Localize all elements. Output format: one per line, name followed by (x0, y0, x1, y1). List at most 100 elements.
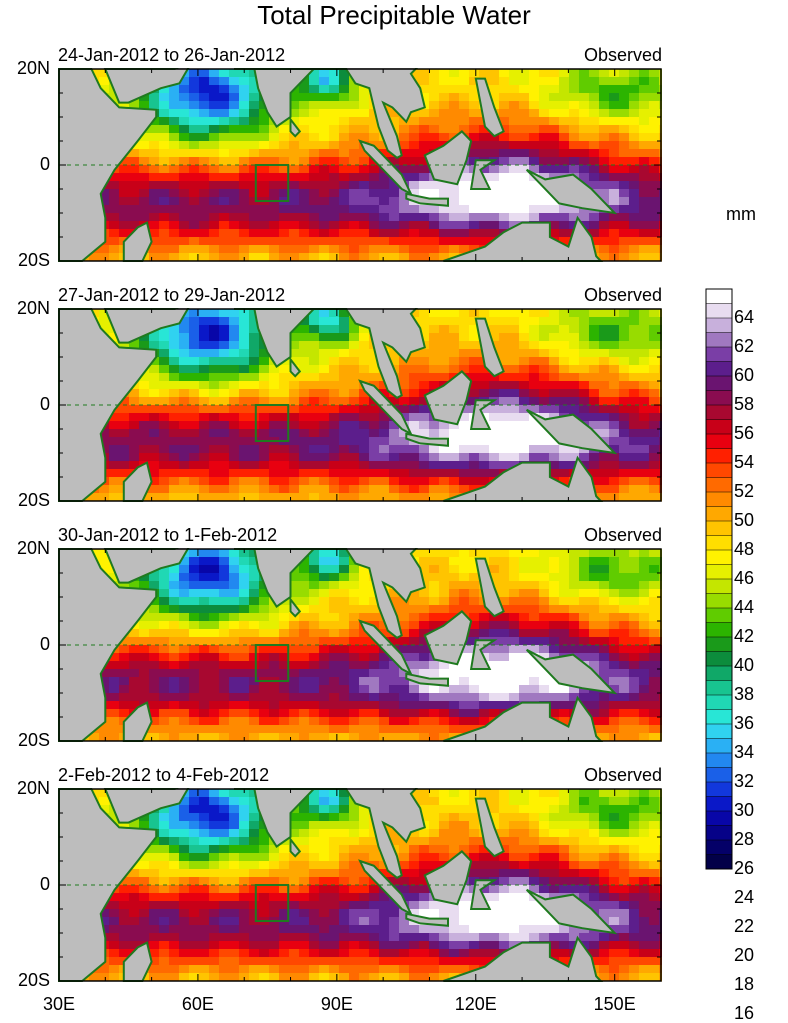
colorbar-segment (706, 710, 732, 725)
lat-tick-label: 20S (0, 490, 50, 510)
precipitable-water-map (58, 788, 662, 982)
colorbar (705, 288, 733, 870)
lat-tick-label: 20S (0, 730, 50, 750)
lat-tick-label: 0 (0, 634, 50, 654)
lat-tick-label: 20N (0, 778, 50, 798)
colorbar-tick-label: 50 (734, 511, 754, 529)
colorbar-segment (706, 521, 732, 536)
colorbar-segment (706, 826, 732, 841)
precipitable-water-map (58, 548, 662, 742)
lon-tick-label: 150E (585, 994, 645, 1014)
colorbar-segment (706, 536, 732, 551)
lon-tick-label: 60E (168, 994, 228, 1014)
colorbar-segment (706, 304, 732, 319)
colorbar-segment (706, 695, 732, 710)
colorbar-tick-label: 30 (734, 801, 754, 819)
colorbar-tick-label: 38 (734, 685, 754, 703)
colorbar-segment (706, 724, 732, 739)
colorbar-segment (706, 347, 732, 362)
colorbar-tick-label: 20 (734, 946, 754, 964)
colorbar-segment (706, 811, 732, 826)
lat-tick-label: 20S (0, 970, 50, 990)
colorbar-tick-label: 48 (734, 540, 754, 558)
lon-tick-label: 120E (446, 994, 506, 1014)
colorbar-segment (706, 550, 732, 565)
lat-tick-label: 0 (0, 874, 50, 894)
colorbar-segment (706, 362, 732, 377)
colorbar-tick-label: 26 (734, 859, 754, 877)
panel-source-label: Observed (584, 284, 662, 306)
panel-date-range: 30-Jan-2012 to 1-Feb-2012 (58, 524, 277, 546)
colorbar-tick-label: 52 (734, 482, 754, 500)
colorbar-segment (706, 565, 732, 580)
lat-tick-label: 0 (0, 394, 50, 414)
colorbar-tick-label: 24 (734, 888, 754, 906)
lat-tick-label: 20S (0, 250, 50, 270)
colorbar-segment (706, 492, 732, 507)
colorbar-tick-label: 36 (734, 714, 754, 732)
lat-tick-label: 20N (0, 298, 50, 318)
colorbar-segment (706, 449, 732, 464)
lat-tick-label: 0 (0, 154, 50, 174)
colorbar-segment (706, 463, 732, 478)
colorbar-segment (706, 840, 732, 855)
colorbar-segment (706, 434, 732, 449)
panel-date-range: 27-Jan-2012 to 29-Jan-2012 (58, 284, 285, 306)
colorbar-segment (706, 579, 732, 594)
colorbar-segment (706, 376, 732, 391)
colorbar-tick-label: 54 (734, 453, 754, 471)
colorbar-tick-label: 62 (734, 337, 754, 355)
colorbar-segment (706, 608, 732, 623)
map-panel-4: 2-Feb-2012 to 4-Feb-2012 Observed (0, 764, 788, 984)
colorbar-tick-label: 44 (734, 598, 754, 616)
colorbar-segment (706, 507, 732, 522)
lat-tick-label: 20N (0, 58, 50, 78)
colorbar-segment (706, 637, 732, 652)
panel-source-label: Observed (584, 44, 662, 66)
colorbar-segment (706, 333, 732, 348)
colorbar-tick-label: 60 (734, 366, 754, 384)
colorbar-segment (706, 318, 732, 333)
colorbar-tick-label: 56 (734, 424, 754, 442)
colorbar-segment (706, 681, 732, 696)
colorbar-segment (706, 753, 732, 768)
colorbar-segment (706, 623, 732, 638)
figure-title: Total Precipitable Water (0, 0, 788, 30)
colorbar-segment (706, 405, 732, 420)
colorbar-tick-label: 58 (734, 395, 754, 413)
precipitable-water-map (58, 308, 662, 502)
panel-date-range: 24-Jan-2012 to 26-Jan-2012 (58, 44, 285, 66)
colorbar-segment (706, 478, 732, 493)
lon-tick-label: 30E (29, 994, 89, 1014)
colorbar-segment (706, 739, 732, 754)
colorbar-tick-label: 22 (734, 917, 754, 935)
lat-tick-label: 20N (0, 538, 50, 558)
colorbar-tick-label: 28 (734, 830, 754, 848)
map-panel-1: 24-Jan-2012 to 26-Jan-2012 Observed (0, 44, 788, 264)
colorbar-segment (706, 594, 732, 609)
colorbar-tick-label: 42 (734, 627, 754, 645)
colorbar-tick-label: 46 (734, 569, 754, 587)
colorbar-segment (706, 855, 732, 870)
map-panel-3: 30-Jan-2012 to 1-Feb-2012 Observed (0, 524, 788, 744)
colorbar-segment (706, 768, 732, 783)
panel-source-label: Observed (584, 524, 662, 546)
map-panel-2: 27-Jan-2012 to 29-Jan-2012 Observed (0, 284, 788, 504)
colorbar-segment (706, 782, 732, 797)
colorbar-tick-label: 64 (734, 308, 754, 326)
colorbar-tick-label: 32 (734, 772, 754, 790)
colorbar-tick-label: 18 (734, 975, 754, 993)
colorbar-segment (706, 666, 732, 681)
colorbar-tick-label: 16 (734, 1004, 754, 1022)
colorbar-segment (706, 420, 732, 435)
colorbar-tick-label: 40 (734, 656, 754, 674)
colorbar-segment (706, 797, 732, 812)
panel-source-label: Observed (584, 764, 662, 786)
lon-tick-label: 90E (307, 994, 367, 1014)
colorbar-units: mm (726, 204, 756, 225)
colorbar-segment (706, 652, 732, 667)
precipitable-water-map (58, 68, 662, 262)
colorbar-segment (706, 289, 732, 304)
panel-date-range: 2-Feb-2012 to 4-Feb-2012 (58, 764, 269, 786)
colorbar-segment (706, 391, 732, 406)
